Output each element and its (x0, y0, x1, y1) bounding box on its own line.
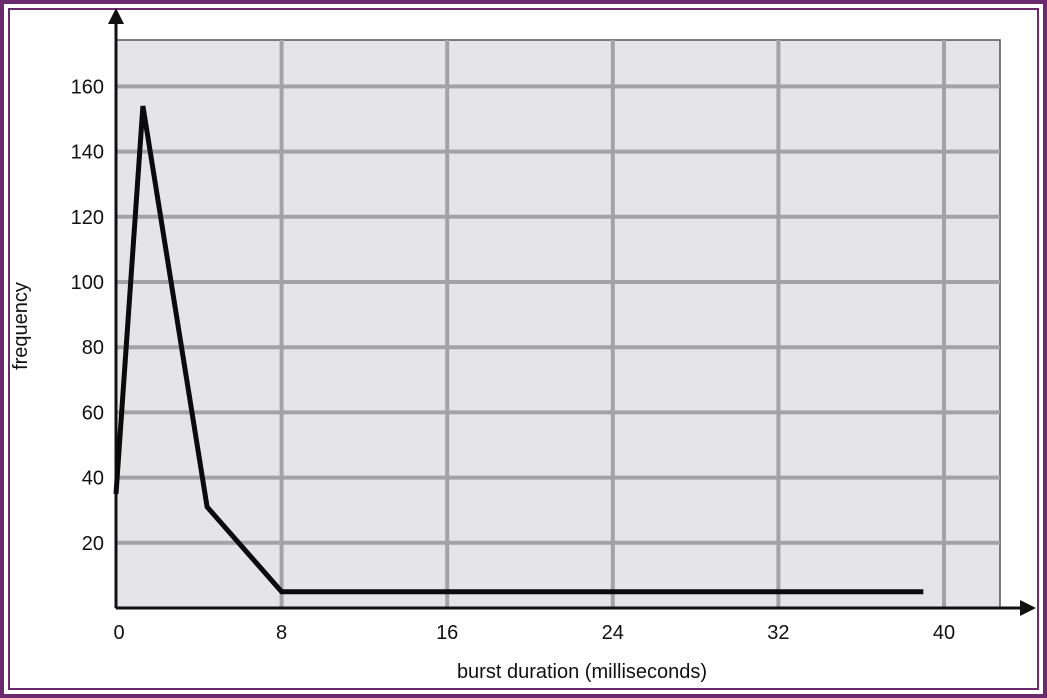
y-tick-label: 160 (71, 76, 104, 98)
series-line (113, 105, 924, 595)
axes (108, 8, 1036, 616)
x-tick-label: 24 (602, 622, 624, 644)
gridlines (116, 40, 1000, 608)
y-tick-label: 140 (71, 142, 104, 164)
y-tick-labels: 20 40 60 80 100 120 140 160 (71, 76, 104, 554)
y-axis-arrow (108, 8, 124, 24)
x-tick-label: 16 (436, 622, 458, 644)
y-tick-label: 120 (71, 207, 104, 229)
x-tick-label: 32 (767, 622, 789, 644)
y-tick-label: 20 (82, 533, 104, 555)
x-tick-labels: 0 8 16 24 32 40 (113, 622, 955, 644)
y-tick-label: 100 (71, 272, 104, 294)
x-tick-label: 8 (276, 622, 287, 644)
y-tick-label: 80 (82, 337, 104, 359)
x-tick-label: 0 (113, 622, 124, 644)
y-axis-title: frequency (10, 282, 32, 370)
x-tick-label: 40 (933, 622, 955, 644)
x-axis-arrow (1020, 600, 1036, 616)
plot-area (115, 39, 1001, 609)
inner-frame (8, 8, 1039, 690)
y-tick-label: 60 (82, 402, 104, 424)
x-axis-title: burst duration (milliseconds) (457, 661, 707, 683)
y-tick-label: 40 (82, 468, 104, 490)
